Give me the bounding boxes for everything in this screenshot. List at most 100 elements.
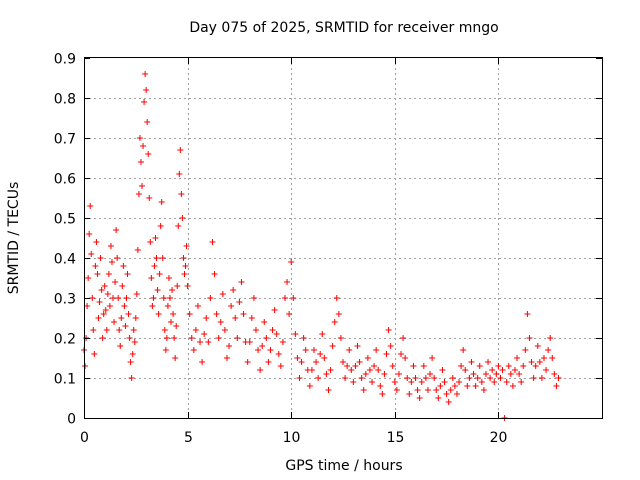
data-point [418,379,425,385]
data-point [168,319,175,325]
data-point [306,383,313,389]
data-point [290,295,297,301]
data-point [284,279,291,285]
data-point [516,371,523,377]
data-point [82,363,89,369]
data-point [234,335,241,341]
data-point [160,295,167,301]
data-point [310,347,317,353]
data-point [530,375,537,381]
data-point [348,367,355,373]
data-point [163,335,170,341]
data-point [127,359,134,365]
data-point [344,363,351,369]
data-point [317,351,324,357]
data-point [520,363,527,369]
data-point [416,395,423,401]
data-point [335,311,342,317]
data-point [456,379,463,385]
data-point [333,295,340,301]
data-point [286,311,293,317]
data-point [507,371,514,377]
data-point [226,343,233,349]
data-point [534,343,541,349]
data-point [499,367,506,373]
data-point [182,263,189,269]
data-point [433,387,440,393]
data-point [294,355,301,361]
data-point [323,371,330,377]
data-point [491,379,498,385]
y-tick-label: 0.1 [54,372,76,388]
data-point [98,287,105,293]
data-point [112,279,119,285]
data-point [487,375,494,381]
data-point [327,367,334,373]
data-point [532,363,539,369]
data-point [164,303,171,309]
data-point [230,287,237,293]
data-point [246,339,253,345]
data-point [86,231,93,237]
data-point [395,371,402,377]
data-point [509,383,516,389]
y-axis-title: SRMTID / TECUs [6,182,22,295]
data-point [526,335,533,341]
data-point [94,271,101,277]
data-point [404,375,411,381]
data-point [429,355,436,361]
data-point [192,327,199,333]
data-point [85,275,92,281]
data-point [331,319,338,325]
data-point [422,375,429,381]
data-point [410,363,417,369]
data-point [445,399,452,405]
data-point [362,371,369,377]
data-point [97,255,104,261]
data-point [538,375,545,381]
data-point [424,387,431,393]
data-point [151,263,158,269]
y-tick-label: 0.8 [54,92,76,108]
data-point [166,295,173,301]
data-point [273,331,280,337]
data-point [329,343,336,349]
data-point [100,311,107,317]
data-point [201,331,208,337]
data-point [129,351,136,357]
data-point [92,263,99,269]
data-point [387,343,394,349]
data-point [103,327,110,333]
data-point [503,379,510,385]
data-point [173,323,180,329]
data-point [170,311,177,317]
data-point [536,359,543,365]
data-point [495,363,502,369]
data-point [140,143,147,149]
data-point [292,331,299,337]
data-point [383,351,390,357]
data-point [126,335,133,341]
data-point [136,135,143,141]
data-point [315,375,322,381]
data-point [119,283,126,289]
y-tick-label: 0.2 [54,332,76,348]
data-point [511,367,518,373]
data-point [545,347,552,353]
data-point [377,383,384,389]
data-point [468,359,475,365]
data-point [352,363,359,369]
data-point [84,303,91,309]
data-point [296,375,303,381]
y-tick-label: 0.6 [54,172,76,188]
data-point [238,279,245,285]
data-point [118,315,125,321]
data-point [493,371,500,377]
data-point [209,239,216,245]
data-point [414,387,421,393]
data-point [106,303,113,309]
data-point [137,159,144,165]
data-point [261,319,268,325]
data-point [346,347,353,353]
grid-lines [84,58,602,418]
